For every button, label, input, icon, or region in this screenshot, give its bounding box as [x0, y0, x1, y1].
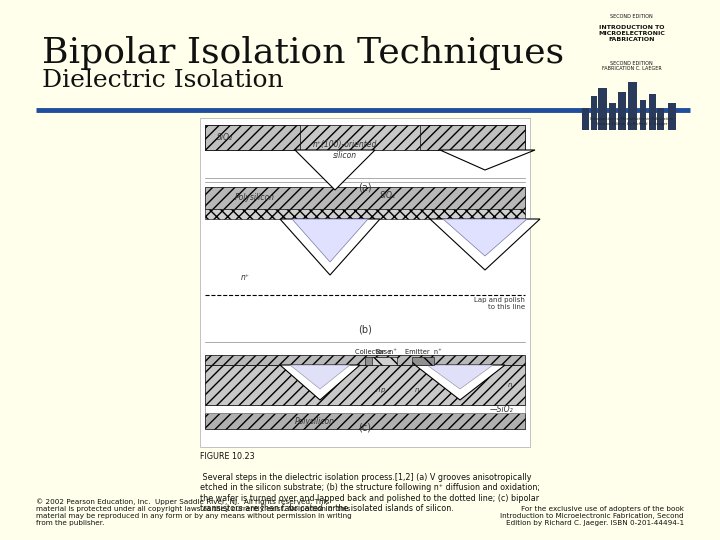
Bar [609, 104, 616, 130]
Text: n: n [376, 387, 380, 393]
Text: Emitter  n⁺: Emitter n⁺ [405, 349, 441, 355]
Bar [205, 405, 525, 413]
Bar [205, 125, 525, 150]
Bar [618, 92, 626, 130]
Text: (c): (c) [359, 422, 372, 432]
Text: SECOND EDITION: SECOND EDITION [611, 15, 653, 19]
Text: (a): (a) [358, 182, 372, 192]
Polygon shape [427, 365, 493, 389]
Bar [582, 108, 590, 130]
Text: p: p [379, 387, 384, 393]
Bar [205, 365, 525, 405]
Polygon shape [430, 219, 540, 270]
Text: SiO₂: SiO₂ [380, 191, 396, 200]
Bar [667, 104, 677, 130]
Text: n⁺: n⁺ [240, 273, 249, 281]
Polygon shape [280, 365, 360, 400]
Text: —SiO₂: —SiO₂ [490, 404, 513, 414]
Bar [205, 355, 525, 365]
Bar [649, 94, 657, 130]
Bar [205, 209, 525, 219]
Text: © 2002 Pearson Education, Inc.  Upper Saddle River, NJ.  All rights reserved. Th: © 2002 Pearson Education, Inc. Upper Sad… [36, 498, 352, 526]
Polygon shape [415, 365, 505, 400]
Text: INTRODUCTION TO
MICROELECTRONIC
FABRICATION: INTRODUCTION TO MICROELECTRONIC FABRICAT… [598, 25, 665, 42]
Polygon shape [292, 219, 368, 262]
Bar [598, 88, 607, 130]
Polygon shape [290, 365, 350, 389]
Text: n⁺(100)-oriented
silicon: n⁺(100)-oriented silicon [312, 140, 377, 160]
Text: SECOND EDITION
FABRICATION C. LAEGER: SECOND EDITION FABRICATION C. LAEGER [602, 60, 662, 71]
Text: Introduction to Microelectronic Fabrication
Second Edition by Richard C. Laeger: Introduction to Microelectronic Fabricat… [590, 117, 673, 126]
Bar [657, 108, 664, 130]
Polygon shape [440, 150, 535, 170]
Text: n: n [508, 382, 512, 388]
Bar [590, 96, 597, 130]
Text: n: n [415, 387, 419, 393]
Bar [420, 125, 525, 150]
Bar [205, 413, 525, 429]
Text: Bipolar Isolation Techniques: Bipolar Isolation Techniques [42, 36, 564, 70]
Polygon shape [443, 219, 527, 256]
Bar [412, 357, 434, 365]
Polygon shape [295, 150, 375, 190]
Bar [372, 357, 397, 365]
Text: Collector  n⁺: Collector n⁺ [355, 349, 397, 355]
Polygon shape [280, 219, 380, 275]
Text: FIGURE 10.23

 Several steps in the dielectric isolation process.[1,2] (a) V gro: FIGURE 10.23 Several steps in the dielec… [200, 452, 540, 513]
Text: Dielectric Isolation: Dielectric Isolation [42, 69, 284, 92]
Text: Polysilicon: Polysilicon [295, 416, 335, 426]
Bar [639, 100, 647, 130]
Text: (b): (b) [358, 325, 372, 335]
Bar [629, 82, 637, 130]
Text: SiO₂: SiO₂ [217, 133, 233, 143]
Bar [205, 125, 300, 150]
Bar [200, 118, 530, 447]
Text: Lap and polish
to this line: Lap and polish to this line [474, 297, 525, 310]
Text: Polysilicon: Polysilicon [235, 193, 275, 202]
Bar [205, 187, 525, 209]
Text: For the exclusive use of adopters of the book
Introduction to Microelectronic Fa: For the exclusive use of adopters of the… [500, 506, 684, 526]
Bar [365, 357, 387, 365]
Text: Base: Base [376, 349, 392, 355]
